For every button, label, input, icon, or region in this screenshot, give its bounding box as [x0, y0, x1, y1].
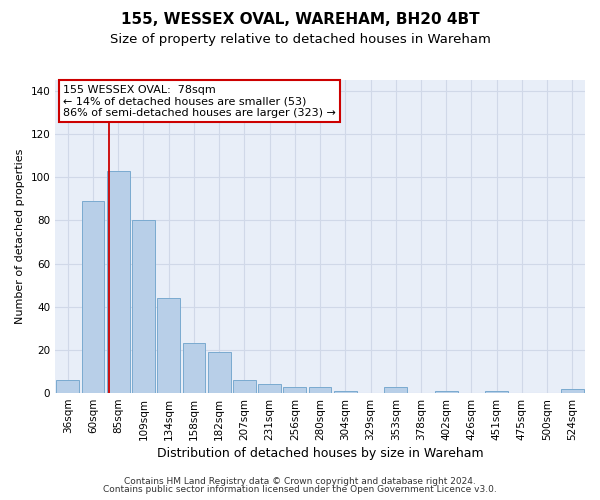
- Text: Contains HM Land Registry data © Crown copyright and database right 2024.: Contains HM Land Registry data © Crown c…: [124, 477, 476, 486]
- Y-axis label: Number of detached properties: Number of detached properties: [15, 149, 25, 324]
- Bar: [107, 170, 130, 393]
- Bar: [485, 391, 508, 393]
- Bar: [258, 384, 281, 393]
- Text: 155, WESSEX OVAL, WAREHAM, BH20 4BT: 155, WESSEX OVAL, WAREHAM, BH20 4BT: [121, 12, 479, 28]
- Bar: [157, 298, 180, 393]
- Bar: [561, 389, 584, 393]
- Bar: [208, 352, 230, 393]
- Text: Size of property relative to detached houses in Wareham: Size of property relative to detached ho…: [110, 32, 490, 46]
- Bar: [334, 391, 356, 393]
- Text: Contains public sector information licensed under the Open Government Licence v3: Contains public sector information licen…: [103, 485, 497, 494]
- Bar: [385, 386, 407, 393]
- Bar: [435, 391, 458, 393]
- Bar: [56, 380, 79, 393]
- Bar: [132, 220, 155, 393]
- Bar: [182, 344, 205, 393]
- Bar: [82, 201, 104, 393]
- Text: 155 WESSEX OVAL:  78sqm
← 14% of detached houses are smaller (53)
86% of semi-de: 155 WESSEX OVAL: 78sqm ← 14% of detached…: [63, 84, 336, 118]
- X-axis label: Distribution of detached houses by size in Wareham: Distribution of detached houses by size …: [157, 447, 484, 460]
- Bar: [233, 380, 256, 393]
- Bar: [309, 386, 331, 393]
- Bar: [283, 386, 306, 393]
